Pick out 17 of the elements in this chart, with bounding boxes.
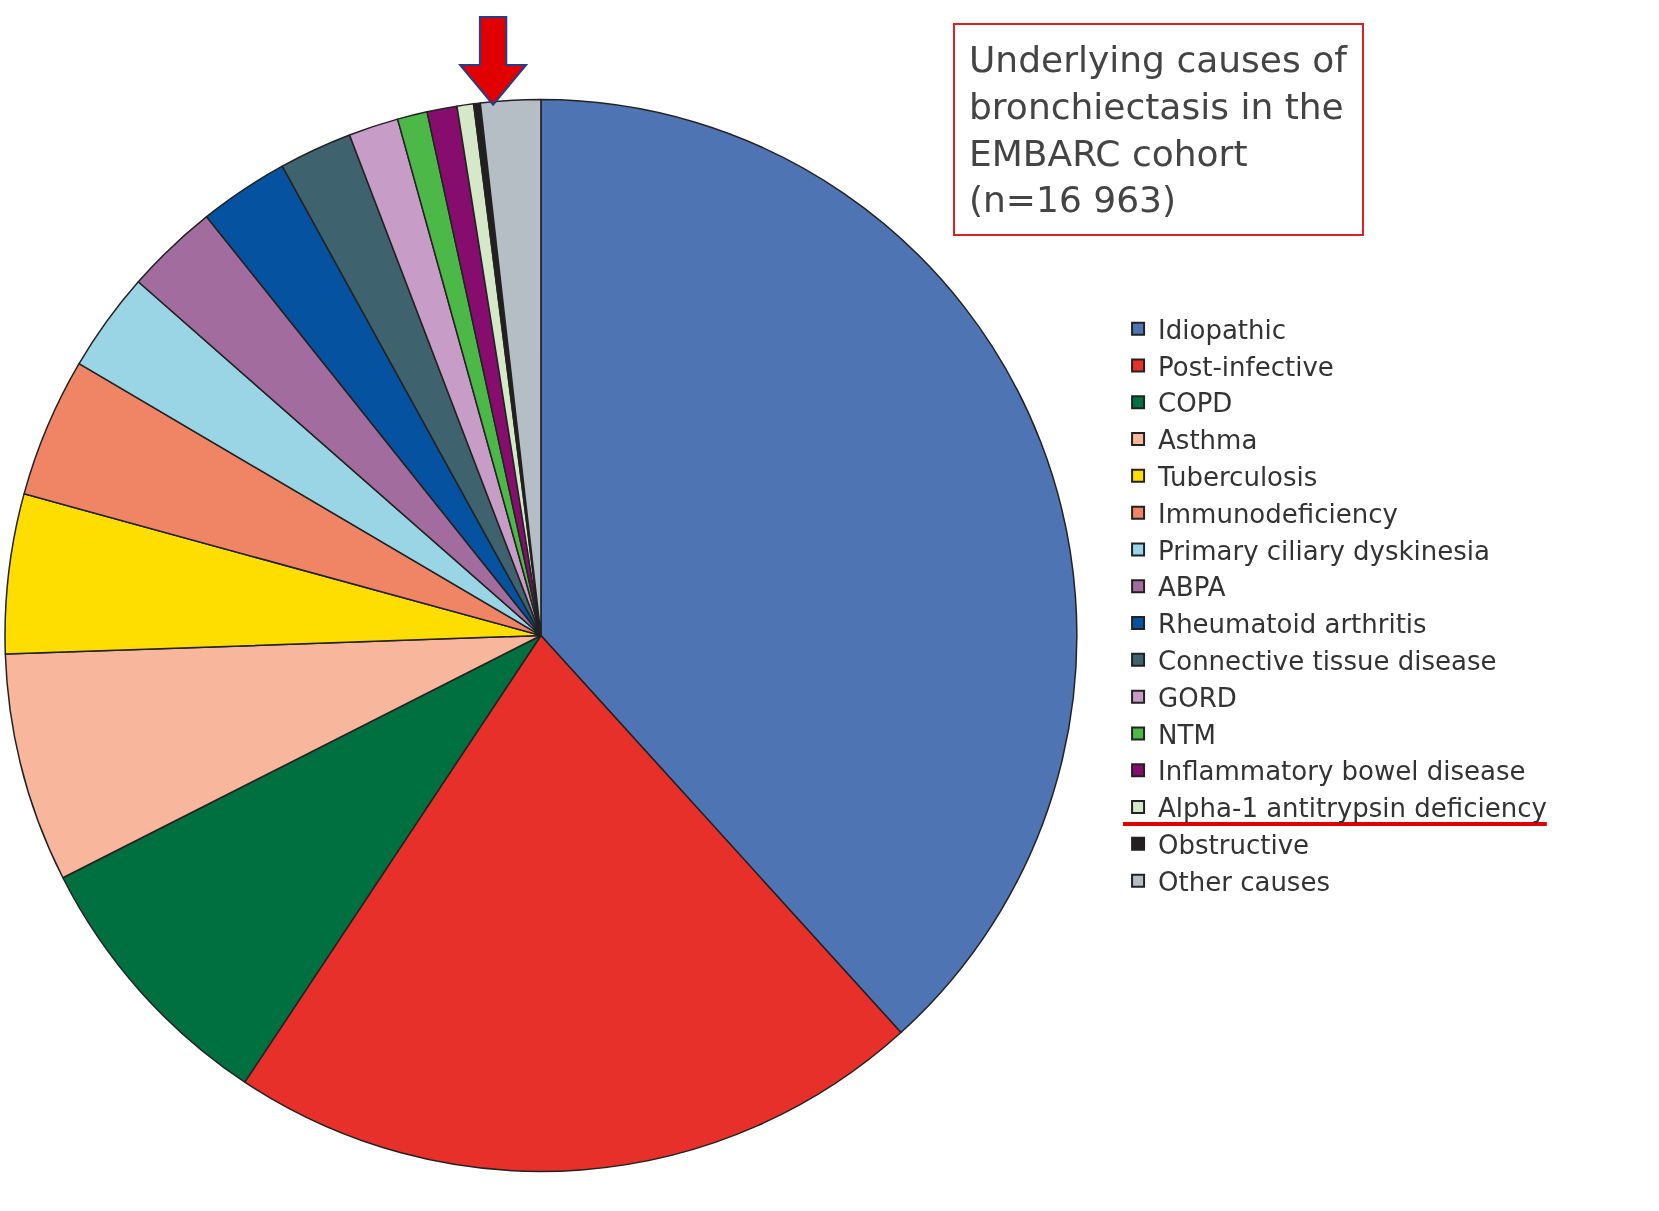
legend-label: Alpha-1 antitrypsin deficiency bbox=[1158, 793, 1547, 824]
legend-label: Obstructive bbox=[1158, 829, 1310, 860]
legend-label: Idiopathic bbox=[1158, 314, 1287, 345]
legend-label: Rheumatoid arthritis bbox=[1158, 609, 1427, 640]
legend-label: Connective tissue disease bbox=[1158, 645, 1497, 676]
legend-label: Other causes bbox=[1158, 866, 1330, 897]
legend-label: GORD bbox=[1158, 682, 1237, 713]
chart-title: Underlying causes of bronchiectasis in the EMBARC cohort (n=16 963) bbox=[969, 39, 1349, 221]
legend-label: Asthma bbox=[1158, 425, 1258, 456]
legend-label: ABPA bbox=[1158, 572, 1226, 603]
legend-label: Tuberculosis bbox=[1157, 461, 1318, 492]
legend-label: Immunodeficiency bbox=[1158, 498, 1398, 529]
legend-label: Post-infective bbox=[1158, 351, 1334, 382]
legend-label: Inflammatory bowel disease bbox=[1158, 756, 1526, 787]
legend-label: NTM bbox=[1158, 719, 1216, 750]
legend-label: Primary ciliary dyskinesia bbox=[1158, 535, 1490, 566]
legend-label: COPD bbox=[1158, 388, 1233, 419]
